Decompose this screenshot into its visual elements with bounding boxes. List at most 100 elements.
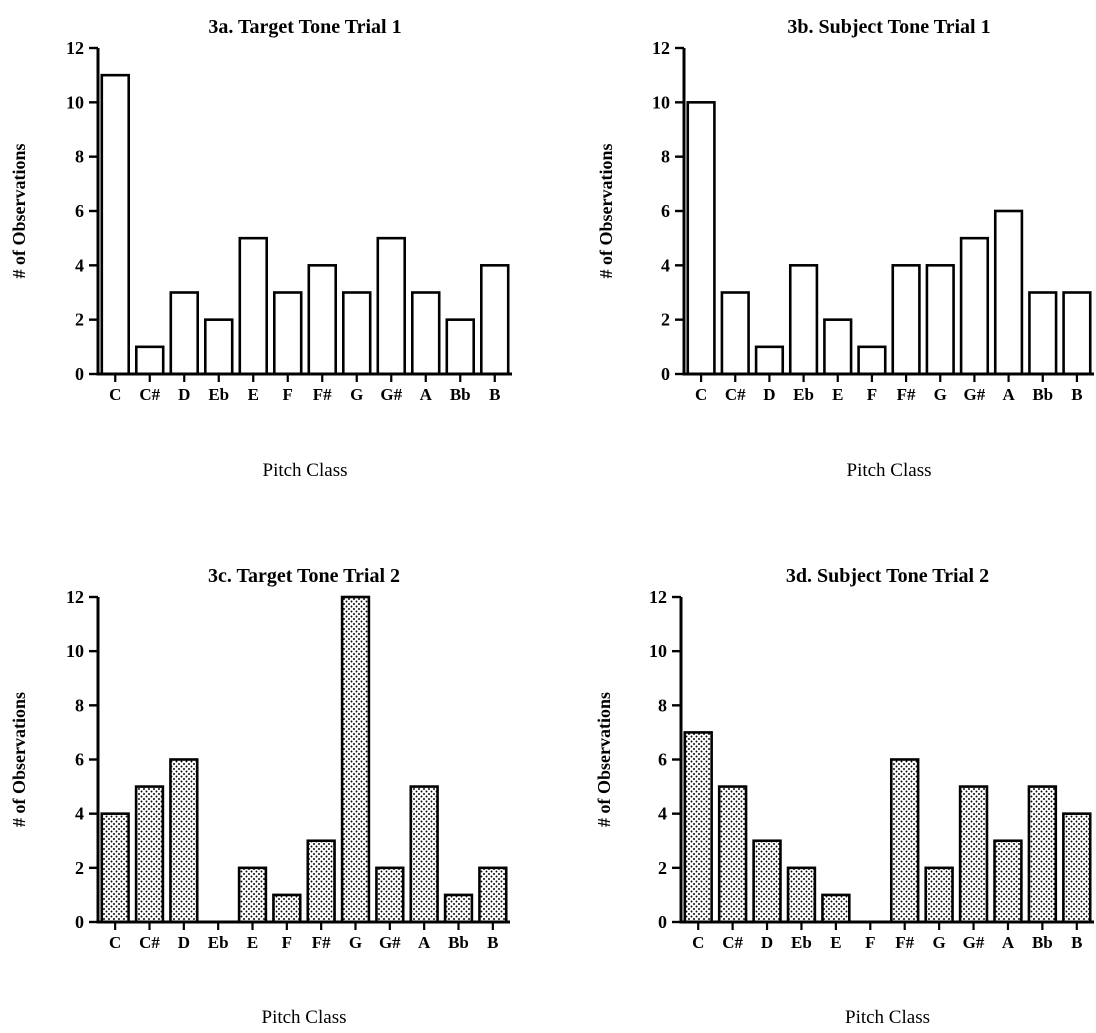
x-tick-label: A [1002,385,1015,404]
bar [720,291,750,376]
x-tick-label: E [832,385,843,404]
x-tick-label: G [350,385,363,404]
x-tick-label: G# [963,933,985,952]
y-tick-label: 0 [661,364,670,384]
y-tick-label: 6 [661,201,670,221]
bar [993,209,1024,376]
x-axis-label: Pitch Class [263,460,348,481]
x-tick-label: A [1002,933,1015,952]
bar [203,318,234,376]
bar [1062,812,1092,924]
bar [169,758,199,924]
bar [924,866,954,924]
x-tick-label: G# [380,385,402,404]
bar [237,866,268,924]
bar [925,264,955,376]
bar [409,785,439,924]
y-tick-label: 6 [75,201,84,221]
y-tick-label: 4 [75,804,84,824]
x-tick-label: C [109,385,121,404]
bar [958,785,989,924]
x-tick-label: F [867,385,877,404]
bar [821,893,851,924]
y-tick-label: 12 [652,38,670,58]
x-axis-label: Pitch Class [262,1007,347,1028]
bar [341,291,372,376]
bar [134,785,165,924]
x-tick-label: B [1071,385,1082,404]
y-tick-label: 0 [75,912,84,932]
bar [993,839,1023,924]
bar [272,893,302,924]
x-tick-label: E [247,933,258,952]
x-tick-label: C# [139,933,160,952]
bar [238,236,269,376]
chart-title: 3a. Target Tone Trial 1 [208,16,401,38]
x-tick-label: G [934,385,947,404]
x-tick-label: C [109,933,121,952]
x-tick-label: Eb [208,933,229,952]
bar [786,866,817,924]
x-tick-label: D [761,933,773,952]
x-tick-label: F [282,933,292,952]
x-tick-label: F# [897,385,916,404]
x-tick-label: F# [895,933,914,952]
x-tick-label: B [487,933,498,952]
y-axis-label: # of Observations [9,692,29,827]
bar [959,236,990,376]
x-tick-label: A [420,385,433,404]
x-tick-label: B [489,385,500,404]
bar [788,264,819,376]
x-tick-label: F# [313,385,332,404]
x-axis-label: Pitch Class [845,1007,930,1028]
bar [306,839,336,924]
y-tick-label: 2 [75,310,84,330]
bar [478,866,508,924]
y-tick-label: 12 [66,38,84,58]
bar [823,318,853,376]
y-tick-label: 2 [661,310,670,330]
y-tick-label: 4 [661,255,670,275]
bar [272,291,303,376]
bar [375,866,405,924]
x-tick-label: Bb [448,933,469,952]
y-tick-label: 12 [66,587,84,607]
chart-panel-1: 3a. Target Tone Trial 1 0 2 4 6 8 10 12 C C# D Eb E F… [9,16,512,481]
x-tick-label: Eb [208,385,229,404]
x-tick-label: C# [139,385,160,404]
x-tick-label: C [695,385,707,404]
x-tick-label: Eb [791,933,812,952]
y-tick-label: 12 [649,587,667,607]
bar [889,758,920,924]
y-tick-label: 0 [75,364,84,384]
x-tick-label: G# [379,933,401,952]
y-tick-label: 10 [66,92,84,112]
y-tick-label: 8 [75,695,84,715]
x-tick-label: Eb [793,385,814,404]
x-tick-label: B [1071,933,1082,952]
y-tick-label: 10 [66,641,84,661]
x-tick-label: C# [722,933,743,952]
chart-title: 3c. Target Tone Trial 2 [208,565,400,587]
chart-panel-3: 3c. Target Tone Trial 2 0 2 4 6 8 10 12 C C# D Eb E F… [9,565,510,1028]
y-tick-label: 8 [75,147,84,167]
chart-title: 3b. Subject Tone Trial 1 [787,16,990,38]
bar [445,318,476,376]
y-tick-label: 4 [75,255,84,275]
y-tick-label: 2 [75,858,84,878]
y-axis-label: # of Observations [9,144,29,279]
y-tick-label: 8 [661,147,670,167]
y-tick-label: 10 [652,92,670,112]
x-tick-label: Bb [450,385,471,404]
x-tick-label: F [865,933,875,952]
y-tick-label: 8 [658,695,667,715]
y-axis-label: # of Observations [596,144,616,279]
x-tick-label: G# [964,385,986,404]
y-axis-label: # of Observations [594,692,614,827]
bar [683,731,713,924]
bar [717,785,748,924]
x-tick-label: F# [312,933,331,952]
x-tick-label: G [349,933,362,952]
bar [686,101,716,376]
